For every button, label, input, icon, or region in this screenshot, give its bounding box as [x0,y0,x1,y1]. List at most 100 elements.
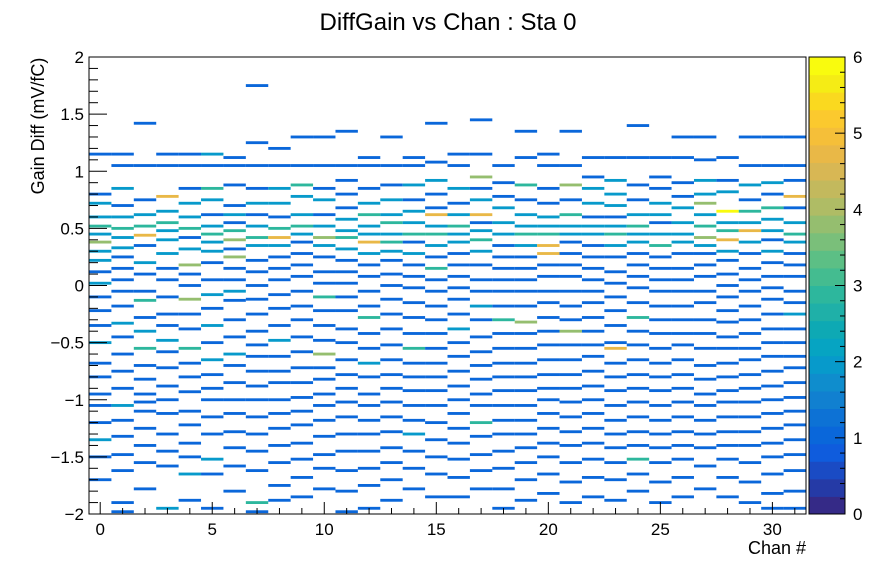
heatmap-cell [425,455,448,459]
heatmap-cell [223,298,246,302]
heatmap-cell [290,164,314,167]
heatmap-cell [581,457,605,461]
heatmap-cell [559,318,582,322]
heatmap-cell [761,441,784,445]
heatmap-cell [133,198,157,202]
heatmap-cell [380,498,403,502]
heatmap-cell [626,252,650,255]
heatmap-cell [111,321,134,325]
heatmap-cell [716,178,739,182]
heatmap-cell [201,249,224,253]
heatmap-cell [133,364,157,367]
colorbar-segment [809,162,845,181]
heatmap-cell [783,206,806,210]
heatmap-cell [111,204,134,207]
colorbar-segment [809,355,845,374]
heatmap-cell [761,412,784,415]
heatmap-cell [537,441,560,445]
heatmap-cell [268,484,291,487]
heatmap-cell [402,240,426,244]
heatmap-cell [537,201,560,205]
colorbar-segment [809,232,845,251]
heatmap-cell [402,316,426,319]
heatmap-cell [492,255,515,259]
heatmap-cell [671,332,694,335]
heatmap-cell [201,224,224,228]
colorbar-tick-label: 2 [853,353,862,372]
heatmap-cell [425,404,448,407]
heatmap-cell [514,498,538,502]
heatmap-cell [447,495,470,499]
heatmap-cell [514,266,538,270]
heatmap-cell [469,229,493,233]
heatmap-cell [492,404,515,407]
heatmap-cell [469,152,493,156]
heatmap-cell [313,434,336,438]
heatmap-cell [581,476,605,479]
heatmap-cell [380,386,403,390]
heatmap-cell [245,84,269,87]
heatmap-cell [492,361,515,365]
colorbar-segment [809,57,845,76]
heatmap-cell [380,312,403,316]
heatmap-cell [178,423,202,427]
heatmap-cell [738,164,762,167]
heatmap-cell [380,213,403,217]
heatmap-cell [514,213,538,217]
heatmap-cell [469,186,493,190]
heatmap-cell [761,354,784,358]
heatmap-cell [649,186,672,190]
heatmap-cell [783,232,806,236]
heatmap-cell [738,304,762,308]
heatmap-cell [469,289,493,293]
heatmap-cell [604,346,627,350]
heatmap-cell [245,369,269,373]
heatmap-cell [626,183,650,187]
heatmap-cell [111,418,134,422]
heatmap-cell [223,398,246,402]
heatmap-cell [290,381,314,385]
heatmap-cell [559,198,582,202]
heatmap-cell [716,309,739,313]
heatmap-cell [268,398,291,402]
heatmap-cell [693,418,717,422]
heatmap-cell [357,201,381,205]
heatmap-cell [223,164,246,167]
heatmap-cell [268,146,291,150]
heatmap-cell [89,240,112,244]
heatmap-cell [649,266,672,270]
heatmap-cell [469,175,493,179]
heatmap-cell [245,432,269,436]
colorbar-segment [809,144,845,163]
heatmap-cell [514,446,538,450]
heatmap-cell [514,304,538,308]
heatmap-cell [290,240,314,244]
heatmap-cell [425,389,448,393]
heatmap-cell [156,295,179,299]
heatmap-cell [492,244,515,247]
heatmap-cell [716,229,739,233]
heatmap-cell [111,335,134,339]
heatmap-cell [133,289,157,293]
heatmap-cell [245,415,269,419]
heatmap-cell [626,232,650,236]
heatmap-cell [783,312,806,316]
heatmap-cell [537,386,560,390]
heatmap-cell [514,224,538,228]
heatmap-cell [514,156,538,159]
heatmap-cell [716,272,739,276]
y-tick-label: −1 [65,391,84,410]
heatmap-cell [201,306,224,310]
heatmap-cell [268,244,291,247]
heatmap-cell [559,329,582,333]
heatmap-cell [469,318,493,322]
heatmap-cell [649,213,672,217]
heatmap-cell [671,252,694,255]
x-axis: 0 5 10 15 20 25 30 [95,502,796,539]
heatmap-cell [89,281,112,285]
heatmap-cell [111,453,134,457]
heatmap-cell [559,232,582,236]
heatmap-cell [559,461,582,465]
heatmap-cell [245,449,269,453]
heatmap-cell [559,343,582,347]
